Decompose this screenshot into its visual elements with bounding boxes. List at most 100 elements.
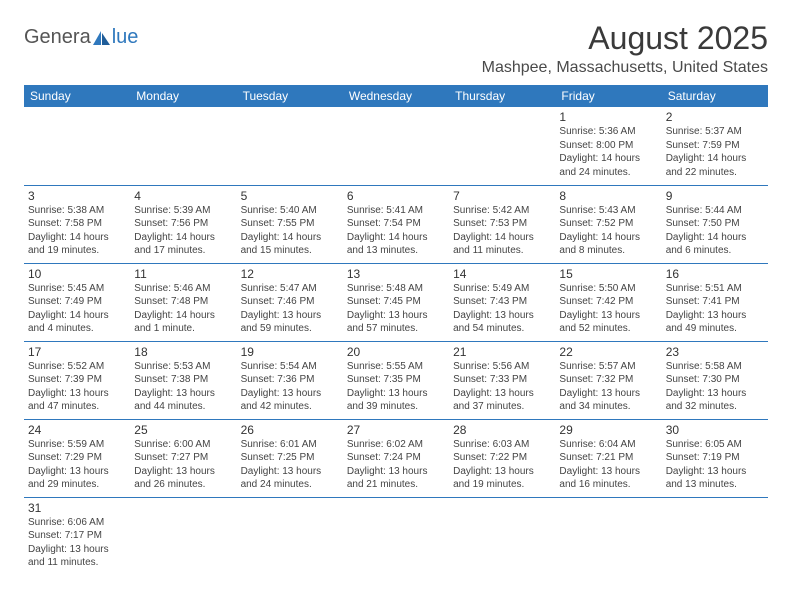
cell-line-ss: Sunset: 7:58 PM bbox=[28, 217, 126, 231]
cell-line-d2: and 22 minutes. bbox=[666, 166, 764, 180]
calendar-cell: 7Sunrise: 5:42 AMSunset: 7:53 PMDaylight… bbox=[449, 185, 555, 263]
calendar-page: Genera lue August 2025 Mashpee, Massachu… bbox=[0, 0, 792, 595]
cell-line-ss: Sunset: 7:55 PM bbox=[241, 217, 339, 231]
day-number: 3 bbox=[28, 188, 126, 204]
cell-line-ss: Sunset: 7:56 PM bbox=[134, 217, 232, 231]
calendar-cell bbox=[343, 107, 449, 185]
calendar-cell bbox=[449, 497, 555, 575]
cell-line-d1: Daylight: 13 hours bbox=[559, 387, 657, 401]
cell-line-d1: Daylight: 13 hours bbox=[241, 387, 339, 401]
cell-line-d1: Daylight: 13 hours bbox=[28, 543, 126, 557]
day-number: 15 bbox=[559, 266, 657, 282]
logo: Genera lue bbox=[24, 26, 138, 49]
calendar-cell: 5Sunrise: 5:40 AMSunset: 7:55 PMDaylight… bbox=[237, 185, 343, 263]
cell-line-d2: and 54 minutes. bbox=[453, 322, 551, 336]
cell-line-d2: and 59 minutes. bbox=[241, 322, 339, 336]
calendar-cell: 31Sunrise: 6:06 AMSunset: 7:17 PMDayligh… bbox=[24, 497, 130, 575]
day-number: 22 bbox=[559, 344, 657, 360]
cell-line-d2: and 13 minutes. bbox=[347, 244, 445, 258]
day-number: 19 bbox=[241, 344, 339, 360]
day-number: 18 bbox=[134, 344, 232, 360]
day-header: Thursday bbox=[449, 85, 555, 107]
cell-line-d1: Daylight: 13 hours bbox=[28, 387, 126, 401]
calendar-cell: 29Sunrise: 6:04 AMSunset: 7:21 PMDayligh… bbox=[555, 419, 661, 497]
calendar-cell: 4Sunrise: 5:39 AMSunset: 7:56 PMDaylight… bbox=[130, 185, 236, 263]
day-number: 21 bbox=[453, 344, 551, 360]
cell-line-sr: Sunrise: 5:36 AM bbox=[559, 125, 657, 139]
day-number: 17 bbox=[28, 344, 126, 360]
cell-line-sr: Sunrise: 5:47 AM bbox=[241, 282, 339, 296]
cell-line-d1: Daylight: 14 hours bbox=[559, 231, 657, 245]
cell-line-sr: Sunrise: 5:37 AM bbox=[666, 125, 764, 139]
cell-line-d1: Daylight: 13 hours bbox=[241, 309, 339, 323]
cell-line-ss: Sunset: 7:59 PM bbox=[666, 139, 764, 153]
day-number: 28 bbox=[453, 422, 551, 438]
day-number: 8 bbox=[559, 188, 657, 204]
calendar-cell: 24Sunrise: 5:59 AMSunset: 7:29 PMDayligh… bbox=[24, 419, 130, 497]
logo-text-part1: Genera bbox=[24, 26, 91, 49]
cell-line-ss: Sunset: 7:43 PM bbox=[453, 295, 551, 309]
day-number: 26 bbox=[241, 422, 339, 438]
cell-line-sr: Sunrise: 5:48 AM bbox=[347, 282, 445, 296]
cell-line-d1: Daylight: 14 hours bbox=[134, 231, 232, 245]
cell-line-d2: and 34 minutes. bbox=[559, 400, 657, 414]
cell-line-ss: Sunset: 7:41 PM bbox=[666, 295, 764, 309]
calendar-cell: 21Sunrise: 5:56 AMSunset: 7:33 PMDayligh… bbox=[449, 341, 555, 419]
calendar-week: 1Sunrise: 5:36 AMSunset: 8:00 PMDaylight… bbox=[24, 107, 768, 185]
day-number: 9 bbox=[666, 188, 764, 204]
cell-line-d1: Daylight: 13 hours bbox=[559, 465, 657, 479]
cell-line-sr: Sunrise: 5:45 AM bbox=[28, 282, 126, 296]
calendar-week: 10Sunrise: 5:45 AMSunset: 7:49 PMDayligh… bbox=[24, 263, 768, 341]
calendar-cell bbox=[449, 107, 555, 185]
cell-line-d1: Daylight: 13 hours bbox=[666, 465, 764, 479]
day-header: Friday bbox=[555, 85, 661, 107]
cell-line-d1: Daylight: 13 hours bbox=[666, 309, 764, 323]
calendar-cell: 18Sunrise: 5:53 AMSunset: 7:38 PMDayligh… bbox=[130, 341, 236, 419]
cell-line-d1: Daylight: 14 hours bbox=[666, 231, 764, 245]
cell-line-d2: and 44 minutes. bbox=[134, 400, 232, 414]
location-text: Mashpee, Massachusetts, United States bbox=[482, 59, 768, 77]
cell-line-d2: and 52 minutes. bbox=[559, 322, 657, 336]
cell-line-d2: and 4 minutes. bbox=[28, 322, 126, 336]
day-number: 6 bbox=[347, 188, 445, 204]
cell-line-sr: Sunrise: 6:03 AM bbox=[453, 438, 551, 452]
calendar-body: 1Sunrise: 5:36 AMSunset: 8:00 PMDaylight… bbox=[24, 107, 768, 575]
calendar-table: SundayMondayTuesdayWednesdayThursdayFrid… bbox=[24, 85, 768, 575]
calendar-cell bbox=[555, 497, 661, 575]
cell-line-d2: and 29 minutes. bbox=[28, 478, 126, 492]
cell-line-sr: Sunrise: 5:56 AM bbox=[453, 360, 551, 374]
cell-line-sr: Sunrise: 5:54 AM bbox=[241, 360, 339, 374]
calendar-cell bbox=[130, 107, 236, 185]
calendar-cell bbox=[237, 497, 343, 575]
calendar-cell: 1Sunrise: 5:36 AMSunset: 8:00 PMDaylight… bbox=[555, 107, 661, 185]
cell-line-ss: Sunset: 7:17 PM bbox=[28, 529, 126, 543]
day-number: 13 bbox=[347, 266, 445, 282]
cell-line-ss: Sunset: 8:00 PM bbox=[559, 139, 657, 153]
logo-sail-icon bbox=[93, 31, 111, 45]
cell-line-ss: Sunset: 7:52 PM bbox=[559, 217, 657, 231]
day-number: 14 bbox=[453, 266, 551, 282]
cell-line-d1: Daylight: 14 hours bbox=[134, 309, 232, 323]
cell-line-ss: Sunset: 7:35 PM bbox=[347, 373, 445, 387]
cell-line-sr: Sunrise: 5:49 AM bbox=[453, 282, 551, 296]
calendar-cell: 25Sunrise: 6:00 AMSunset: 7:27 PMDayligh… bbox=[130, 419, 236, 497]
calendar-week: 3Sunrise: 5:38 AMSunset: 7:58 PMDaylight… bbox=[24, 185, 768, 263]
calendar-cell: 26Sunrise: 6:01 AMSunset: 7:25 PMDayligh… bbox=[237, 419, 343, 497]
cell-line-sr: Sunrise: 6:05 AM bbox=[666, 438, 764, 452]
cell-line-ss: Sunset: 7:38 PM bbox=[134, 373, 232, 387]
cell-line-d1: Daylight: 13 hours bbox=[347, 465, 445, 479]
cell-line-ss: Sunset: 7:54 PM bbox=[347, 217, 445, 231]
cell-line-d2: and 24 minutes. bbox=[241, 478, 339, 492]
cell-line-sr: Sunrise: 5:39 AM bbox=[134, 204, 232, 218]
day-number: 16 bbox=[666, 266, 764, 282]
cell-line-ss: Sunset: 7:45 PM bbox=[347, 295, 445, 309]
calendar-cell: 14Sunrise: 5:49 AMSunset: 7:43 PMDayligh… bbox=[449, 263, 555, 341]
cell-line-ss: Sunset: 7:24 PM bbox=[347, 451, 445, 465]
day-number: 20 bbox=[347, 344, 445, 360]
cell-line-d2: and 19 minutes. bbox=[28, 244, 126, 258]
day-header: Wednesday bbox=[343, 85, 449, 107]
cell-line-d1: Daylight: 13 hours bbox=[134, 387, 232, 401]
cell-line-sr: Sunrise: 5:58 AM bbox=[666, 360, 764, 374]
cell-line-sr: Sunrise: 5:53 AM bbox=[134, 360, 232, 374]
cell-line-ss: Sunset: 7:22 PM bbox=[453, 451, 551, 465]
